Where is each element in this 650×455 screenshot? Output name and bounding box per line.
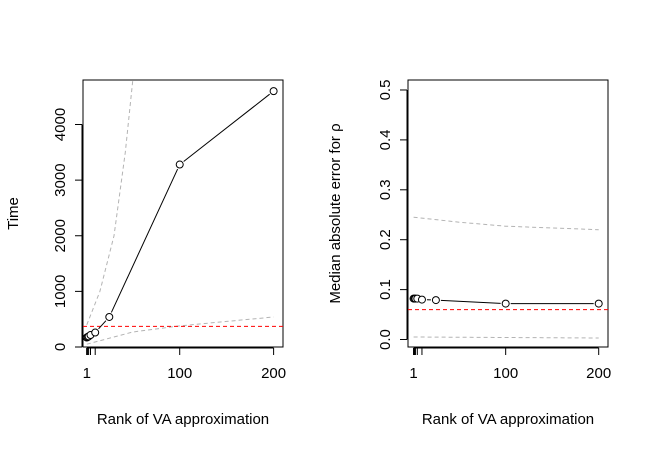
data-point [595, 300, 602, 307]
series-segment [184, 94, 270, 161]
data-point [92, 329, 99, 336]
data-point [106, 313, 113, 320]
x-tick-label: 200 [586, 365, 611, 382]
y-tick-label: 0.0 [377, 329, 394, 350]
band-upper-line [414, 217, 599, 230]
x-tick-label: 1 [83, 365, 91, 382]
x-tick-label: 100 [167, 365, 192, 382]
data-point [432, 297, 439, 304]
data-point [176, 161, 183, 168]
data-point [270, 88, 277, 95]
series-segment [99, 321, 106, 329]
band-lower-line [414, 337, 599, 338]
y-tick-label: 0.2 [377, 229, 394, 250]
x-axis-title: Rank of VA approximation [422, 411, 594, 428]
series-segment [111, 169, 177, 312]
y-tick-label: 2000 [52, 219, 69, 252]
y-tick-label: 1000 [52, 275, 69, 308]
y-axis-title: Median absolute error for ρ [327, 123, 344, 303]
series-segment [441, 300, 501, 303]
data-point [418, 296, 425, 303]
y-axis-title: Time [5, 197, 22, 230]
y-tick-label: 0.4 [377, 129, 394, 150]
time-panel: 1 100 200 Rank of VA approximation 0 1000 2000… [5, 80, 286, 428]
plot-frame [83, 80, 283, 347]
y-tick-label: 3000 [52, 163, 69, 196]
x-tick-label: 1 [409, 365, 417, 382]
y-tick-label: 0.3 [377, 179, 394, 200]
y-tick-label: 0.5 [377, 80, 394, 101]
x-axis-title: Rank of VA approximation [97, 411, 269, 428]
x-tick-label: 200 [261, 365, 286, 382]
y-tick-label: 4000 [52, 108, 69, 141]
data-point [502, 300, 509, 307]
y-tick-label: 0.1 [377, 279, 394, 300]
plot-frame [408, 80, 608, 347]
band-upper-line [87, 80, 133, 325]
error-panel: 1 100 200 Rank of VA approximation 0.0 0.1 0.2… [327, 80, 611, 428]
y-tick-label: 0 [52, 343, 69, 351]
x-tick-label: 100 [493, 365, 518, 382]
band-lower-line [87, 317, 274, 344]
